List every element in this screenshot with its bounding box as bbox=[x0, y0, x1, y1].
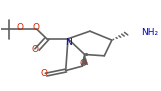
Text: O: O bbox=[33, 23, 40, 32]
Text: O: O bbox=[80, 59, 87, 68]
Text: O: O bbox=[40, 69, 47, 78]
Text: NH₂: NH₂ bbox=[141, 28, 158, 37]
Text: N: N bbox=[65, 38, 72, 47]
Polygon shape bbox=[81, 54, 88, 65]
Text: O: O bbox=[16, 23, 23, 32]
Text: O: O bbox=[31, 45, 38, 54]
